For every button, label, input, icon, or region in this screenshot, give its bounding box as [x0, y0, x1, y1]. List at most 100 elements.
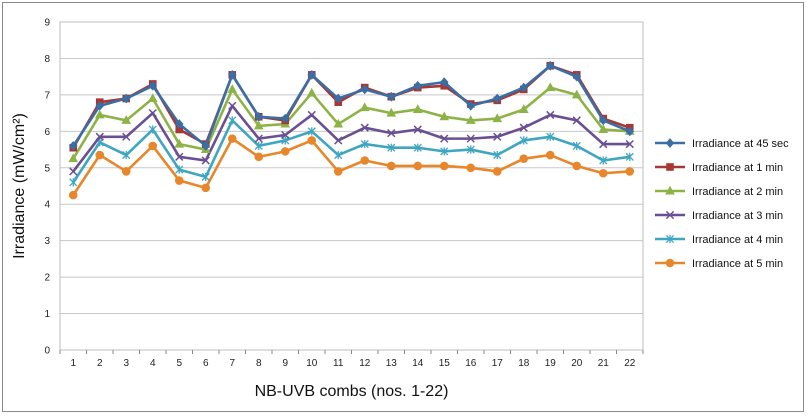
data-point-asterisk: [519, 136, 528, 145]
data-point-x: [493, 132, 502, 141]
legend-item: Irradiance at 4 min: [655, 234, 783, 246]
data-point-x-stroke: [175, 152, 184, 161]
x-tick-label: 6: [203, 358, 209, 369]
series-5: [69, 116, 634, 187]
data-point-asterisk: [625, 152, 634, 161]
legend: Irradiance at 45 sec Irradiance at 1 min I…: [655, 138, 789, 270]
data-point-x-stroke: [546, 110, 555, 120]
data-point-x: [95, 132, 104, 141]
data-point-asterisk: [175, 165, 184, 174]
data-point-x-stroke: [148, 108, 157, 118]
legend-item: Irradiance at 1 min: [655, 162, 783, 174]
data-point-diamond: [68, 141, 78, 151]
x-tick-label: 5: [176, 358, 182, 369]
data-point-x: [360, 123, 369, 132]
x-tick-label: 13: [386, 358, 398, 369]
y-tick-label: 5: [44, 163, 50, 174]
data-point-asterisk: [665, 234, 675, 244]
data-point-x: [466, 134, 475, 143]
x-tick-label: 4: [150, 358, 156, 369]
data-point-x-stroke: [440, 134, 449, 143]
y-axis-title: Irradiance (mW/cm²): [11, 113, 28, 259]
data-point-x-stroke: [281, 130, 290, 140]
plot-area-border: [59, 21, 644, 351]
x-tick-label: 3: [123, 358, 129, 369]
data-point-diamond: [545, 60, 555, 71]
x-axis-title: NB-UVB combs (nos. 1-22): [255, 383, 449, 400]
x-tick-label: 14: [412, 358, 424, 369]
data-point-asterisk: [440, 147, 449, 156]
data-point-x: [625, 139, 634, 149]
data-point-asterisk: [546, 132, 555, 141]
data-point-x-stroke: [360, 123, 369, 132]
y-tick-label: 7: [44, 90, 50, 101]
data-point-diamond: [95, 100, 105, 111]
legend-item: Irradiance at 3 min: [655, 210, 783, 222]
data-point-x-stroke: [122, 132, 131, 141]
data-point-asterisk: [307, 127, 316, 136]
data-point-triangle: [545, 82, 556, 92]
data-point-diamond: [227, 69, 237, 80]
data-point-circle: [598, 168, 608, 178]
x-tick-label: 9: [282, 358, 288, 369]
data-point-x-stroke: [599, 139, 608, 149]
data-point-x: [175, 152, 184, 161]
data-point-asterisk: [69, 178, 78, 187]
data-point-x: [148, 108, 157, 118]
data-point-circle: [413, 161, 423, 171]
data-point-x-stroke: [334, 136, 343, 145]
data-point-x: [519, 123, 528, 132]
y-tick-label: 1: [44, 309, 50, 320]
x-tick-label: 11: [333, 358, 344, 369]
data-point-x: [122, 132, 131, 141]
series-4: [69, 101, 634, 176]
series-line: [72, 104, 630, 173]
data-point-diamond: [625, 126, 635, 137]
data-point-circle: [254, 152, 264, 162]
x-tick-label: 21: [598, 358, 610, 369]
data-point-triangle: [518, 104, 529, 113]
data-point-diamond: [121, 93, 131, 104]
data-point-x-stroke: [387, 129, 396, 138]
y-tick-label: 2: [44, 273, 50, 284]
data-point-triangle: [94, 109, 105, 119]
series-line: [72, 137, 630, 196]
series-line: [72, 119, 630, 184]
data-point-diamond: [413, 80, 423, 91]
data-point-diamond: [280, 113, 290, 124]
data-point-circle: [227, 134, 237, 143]
data-point-x-stroke: [254, 134, 263, 143]
data-point-x: [413, 125, 422, 134]
data-point-x: [599, 139, 608, 149]
x-tick-label: 18: [518, 358, 530, 369]
legend-item: Irradiance at 2 min: [655, 185, 783, 198]
data-point-x: [440, 134, 449, 143]
legend-item: Irradiance at 45 sec: [655, 138, 789, 150]
data-point-diamond: [174, 119, 184, 129]
data-point-circle: [121, 167, 131, 176]
data-point-x: [334, 136, 343, 145]
data-point-triangle: [227, 84, 238, 93]
y-tick-label: 8: [44, 54, 50, 65]
data-point-triangle: [492, 113, 503, 123]
data-point-diamond: [665, 138, 675, 148]
data-point-triangle: [174, 138, 185, 148]
series-line: [72, 86, 630, 160]
data-point-x-stroke: [466, 134, 475, 143]
data-point-asterisk: [201, 172, 210, 181]
data-point-x-stroke: [519, 123, 528, 132]
data-point-diamond: [333, 93, 343, 104]
data-point-asterisk: [387, 143, 396, 152]
data-point-asterisk: [493, 150, 502, 160]
data-point-diamond: [201, 141, 211, 151]
data-point-asterisk: [122, 150, 131, 160]
legend-label: Irradiance at 5 min: [692, 258, 783, 270]
data-point-circle: [492, 167, 502, 176]
data-point-circle: [519, 154, 529, 163]
data-point-square: [666, 163, 674, 171]
data-point-x-stroke: [493, 132, 502, 141]
x-tick-label: 2: [97, 358, 103, 369]
x-tick-label: 22: [624, 358, 636, 369]
data-point-asterisk: [360, 139, 369, 149]
